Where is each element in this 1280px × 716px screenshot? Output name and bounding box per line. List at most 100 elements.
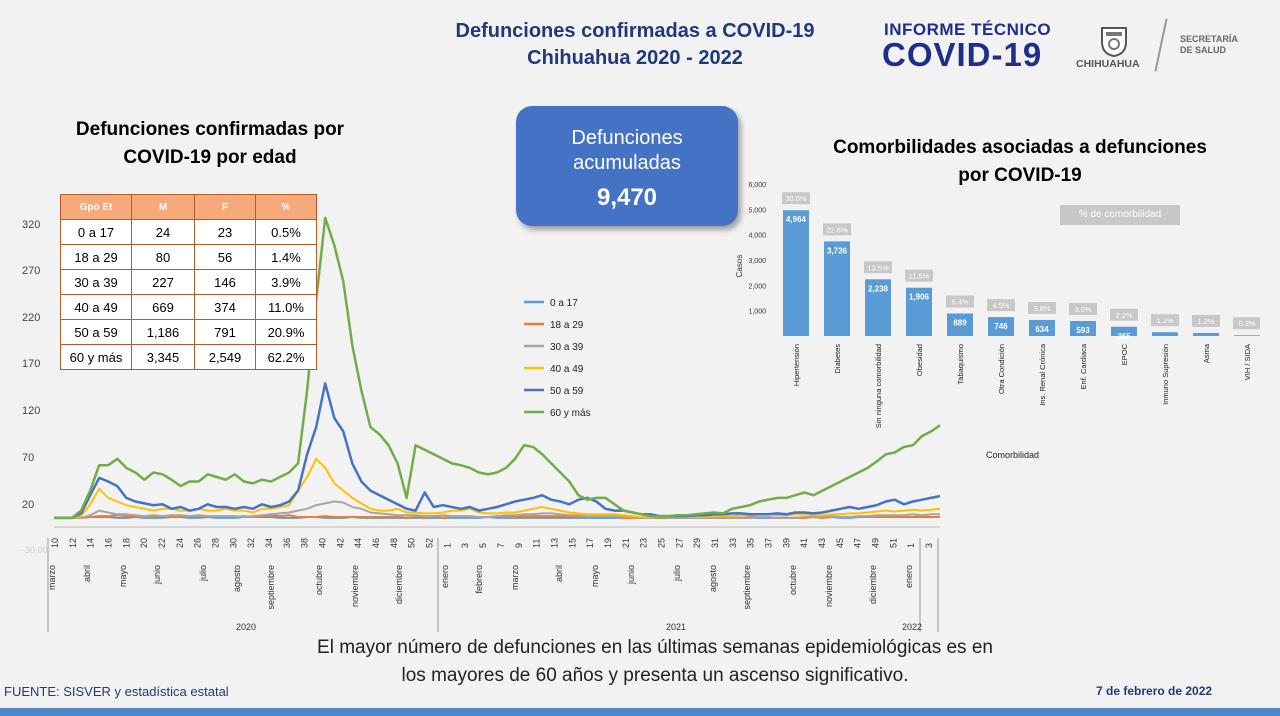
x-week-label: 44 <box>353 538 363 548</box>
age-title-line1: Defunciones confirmadas por <box>75 119 345 140</box>
bar-value-label: 4,964 <box>786 215 807 224</box>
bar-category-label: Diabetes <box>833 344 842 374</box>
x-month-label: abril <box>82 565 92 582</box>
series-line-3 <box>54 457 941 519</box>
table-cell: 791 <box>194 319 256 345</box>
x-week-label: 5 <box>478 543 488 548</box>
x-week-label: 17 <box>585 538 595 548</box>
table-cell: 3,345 <box>131 344 195 370</box>
x-month-label: junio <box>626 565 636 585</box>
logo-secretaria-line2: DE SALUD <box>1180 45 1227 55</box>
x-month-label: agosto <box>232 565 242 592</box>
x-week-label: 22 <box>157 538 167 548</box>
percent-label: 5.4% <box>951 297 968 306</box>
x-week-label: 14 <box>86 538 96 548</box>
x-week-label: 36 <box>282 538 292 548</box>
table-cell: 50 a 59 <box>60 319 132 345</box>
legend-label: 30 a 39 <box>550 342 584 353</box>
x-week-label: 51 <box>888 538 898 548</box>
table-cell: 11.0% <box>255 294 317 320</box>
table-cell: 24 <box>131 219 195 245</box>
age-table-header: M <box>131 194 195 220</box>
comorbidity-bar-chart: 6,000 5,000 4,000 3,000 2,000 1,000 Casos 30.0%… <box>735 182 1260 460</box>
legend-label: 40 a 49 <box>550 364 584 375</box>
comorbidity-bar <box>783 210 809 336</box>
x-week-label: 45 <box>835 538 845 548</box>
x-month-label: octubre <box>314 565 324 595</box>
y-tick-label: 220 <box>22 312 40 324</box>
legend-label: 50 a 59 <box>550 386 584 397</box>
x-month-label: septiembre <box>742 565 752 610</box>
x-week-label: 34 <box>264 538 274 548</box>
x-week-label: 12 <box>68 538 78 548</box>
bar-value-label: 1,906 <box>909 293 930 302</box>
y-tick-label: 170 <box>22 358 40 370</box>
percent-label-box <box>1192 314 1220 327</box>
bar-value-label: 593 <box>1076 326 1090 335</box>
x-week-label: 11 <box>532 539 542 548</box>
bar-y-tick-label: 2,000 <box>748 283 766 290</box>
comorbidity-bar <box>947 313 973 336</box>
x-week-label: 23 <box>639 538 649 548</box>
bar-category-label: Sin ninguna comorbilidad <box>874 344 883 428</box>
x-week-label: 15 <box>567 538 577 548</box>
table-cell: 80 <box>131 244 195 270</box>
table-cell: 1.4% <box>255 244 317 270</box>
x-week-label: 33 <box>728 538 738 548</box>
table-row: 18 a 29 80 56 1.4% <box>60 244 317 270</box>
comorbidity-title-line2: por COVID-19 <box>958 165 1082 186</box>
x-week-label: 25 <box>656 538 666 548</box>
comorbidity-bar <box>1029 319 1055 336</box>
x-month-label: enero <box>904 565 914 588</box>
summary-line1: El mayor número de defunciones en las úl… <box>317 637 993 658</box>
age-table: Gpo Et M F % 0 a 17 24 23 0.5% 18 a 29 8… <box>60 194 317 370</box>
x-month-label: marzo <box>510 565 520 590</box>
percent-label-box <box>864 261 892 274</box>
x-month-label: noviembre <box>824 565 834 607</box>
bar-category-label: Hipertensión <box>792 344 801 386</box>
table-cell: 56 <box>194 244 256 270</box>
x-week-label: 10 <box>50 538 60 548</box>
x-week-label: 3 <box>460 543 470 548</box>
age-section-title: Defunciones confirmadas por COVID-19 por… <box>40 116 380 172</box>
y-tick-label: 320 <box>22 219 40 231</box>
percent-label: 1.1% <box>1156 316 1173 325</box>
x-week-label: 31 <box>710 538 720 548</box>
legend-label: 0 a 17 <box>550 298 578 309</box>
bar-category-label: VIH / SIDA <box>1243 344 1252 380</box>
y-tick-label: 70 <box>22 452 34 464</box>
series-line-4 <box>54 382 941 520</box>
source-note: FUENTE: SISVER y estadística estatal <box>4 684 229 699</box>
logo-divider <box>1154 18 1168 72</box>
x-week-label: 30 <box>228 538 238 548</box>
comorbidity-bar <box>906 287 932 336</box>
logo-chihuahua-text: CHIHUAHUA <box>1076 58 1140 70</box>
x-month-label: mayo <box>590 565 600 587</box>
bar-x-axis-title: Comorbilidad <box>986 450 1039 460</box>
bar-category-label: Ins. Renal Crónica <box>1038 343 1047 406</box>
age-title-line2: COVID-19 por edad <box>123 147 297 168</box>
percent-label-box <box>905 269 933 282</box>
table-cell: 3.9% <box>255 269 317 295</box>
x-week-label: 47 <box>853 538 863 548</box>
percent-label-box <box>1233 317 1260 330</box>
x-week-label: 40 <box>318 538 328 548</box>
bar-category-label: Enf. Cardiaca <box>1079 343 1088 389</box>
percent-label-box <box>782 192 810 205</box>
x-week-label: 1 <box>906 543 916 548</box>
percent-label-box <box>946 295 974 308</box>
x-week-label: 16 <box>104 538 114 548</box>
percent-label: 11.5% <box>909 272 930 281</box>
x-month-label: febrero <box>474 565 484 594</box>
age-table-header: F <box>194 194 256 220</box>
percent-label: 3.8% <box>1033 304 1050 313</box>
y-tick-label: 20 <box>22 499 34 511</box>
table-cell: 0 a 17 <box>60 219 132 245</box>
series-line-5 <box>54 216 941 520</box>
percent-label-box <box>1028 301 1056 314</box>
x-month-label: diciembre <box>868 565 878 604</box>
percent-label-box <box>1069 302 1097 315</box>
table-cell: 23 <box>194 219 256 245</box>
percent-label: 13.5% <box>867 263 889 272</box>
